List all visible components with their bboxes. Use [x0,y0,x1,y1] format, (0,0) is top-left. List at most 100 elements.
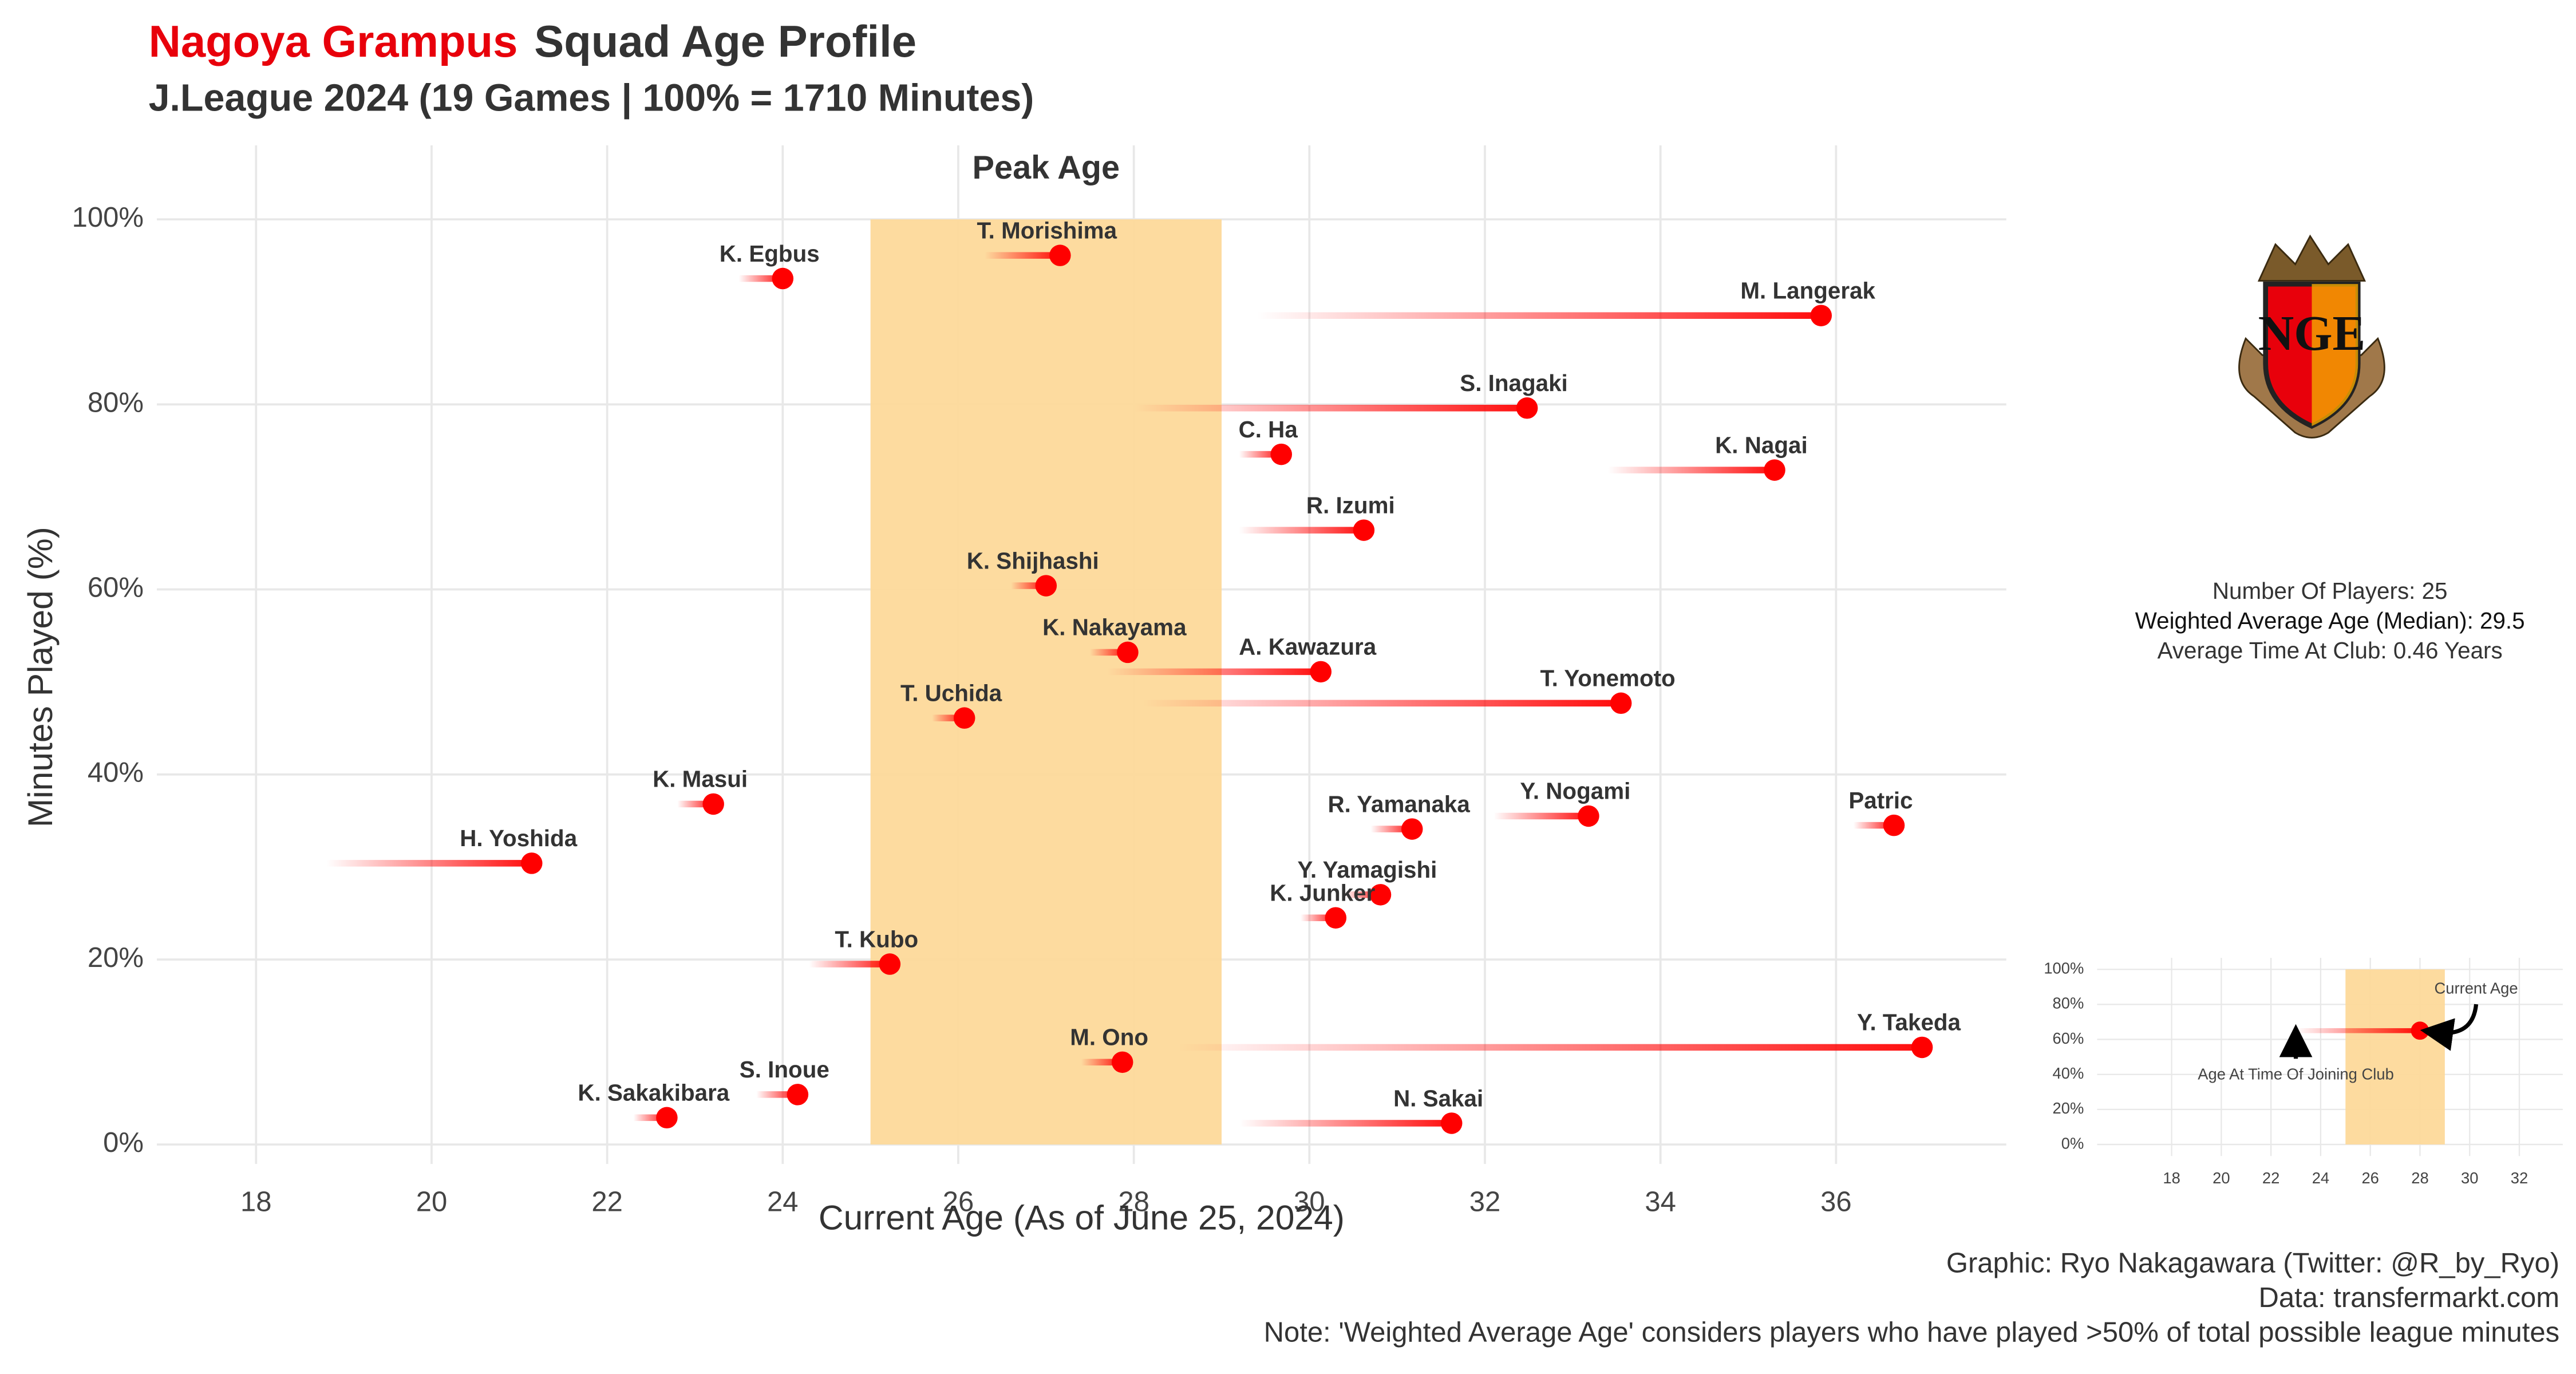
player-label: S. Inagaki [1460,370,1568,396]
tenure-tail [1239,451,1282,458]
band-label: Peak Age [973,149,1120,186]
y-tick-label: 40% [2053,1064,2084,1082]
tenure-tail [1239,527,1364,534]
tenure-tail [1607,467,1775,473]
caption: Note: 'Weighted Average Age' considers p… [1264,1317,2560,1348]
y-tick-label: 40% [88,757,144,788]
y-tick-label: 80% [2053,994,2084,1012]
y-axis-title: Minutes Played (%) [21,527,60,827]
captions: Graphic: Ryo Nakagawara (Twitter: @R_by_… [1264,1248,2560,1348]
tenure-tail [809,961,890,968]
x-tick-label: 24 [767,1186,799,1217]
tenure-tail [677,800,714,808]
player-label: T. Yonemoto [1540,665,1675,692]
tenure-tail [738,275,783,282]
tenure-tail [1854,822,1894,829]
stat-line: Number Of Players: 25 [2212,578,2448,604]
player-point [772,267,794,290]
x-tick-label: 20 [416,1186,448,1217]
player-point [1111,1051,1133,1073]
x-tick-label: 18 [2163,1169,2180,1187]
y-tick-label: 80% [88,387,144,418]
x-tick-label: 30 [2461,1169,2478,1187]
stats: Number Of Players: 25 Weighted Average Ag… [2135,578,2525,664]
player-label: K. Masui [653,766,748,792]
player-point [1810,305,1832,326]
x-tick-label: 26 [943,1186,974,1217]
player-point [1764,459,1785,481]
player-label: Y. Yamagishi [1298,856,1437,883]
player-label: Patric [1848,787,1913,814]
tenure-tail [1239,1120,1452,1127]
tenure-tail [1081,1059,1123,1066]
player-point [656,1107,678,1129]
logo-half [2312,284,2358,427]
tenure-tail [1010,582,1046,589]
tenure-tail [1178,1044,1922,1051]
player-point [1049,244,1071,266]
player-label: Y. Nogami [1520,778,1630,804]
player-label: K. Nakayama [1042,614,1187,641]
player-point [1353,519,1375,541]
title-team: Nagoya Grampus [149,15,518,66]
y-tick-label: 60% [2053,1029,2084,1047]
player-label: T. Uchida [900,680,1002,706]
player-point [1117,641,1139,664]
tenure-tail [756,1091,798,1098]
tenure-tail [1133,405,1527,412]
x-tick-label: 22 [2262,1169,2279,1187]
player-point [521,852,543,874]
tenure-tail [1257,312,1822,319]
y-tick-label: 60% [88,572,144,603]
x-tick-label: 34 [1645,1186,1676,1217]
player-point [1578,805,1599,827]
player-label: K. Sakakibara [578,1080,729,1106]
player-point [1401,818,1423,840]
tenure-tail [1494,812,1589,820]
peak-band [2345,969,2445,1145]
caption: Data: transfermarkt.com [2258,1282,2559,1313]
y-tick-label: 100% [2044,959,2084,977]
tenure-tail [2296,1028,2420,1033]
player-point [953,707,975,729]
x-tick-label: 22 [591,1186,623,1217]
x-tick-label: 18 [240,1186,272,1217]
logo-letters: NGE [2258,306,2365,361]
x-tick-label: 28 [1118,1186,1149,1217]
title: Nagoya Grampus Squad Age Profile [149,15,916,66]
player-point [2411,1021,2429,1040]
player-label: H. Yoshida [460,825,577,851]
player-label: K. Egbus [720,240,820,267]
player-point [1516,397,1538,419]
x-tick-label: 20 [2212,1169,2230,1187]
tenure-tail [1344,891,1381,898]
player-label: R. Yamanaka [1327,791,1470,817]
tenure-tail [984,252,1060,259]
subtitle: J.League 2024 (19 Games | 100% = 1710 Mi… [149,77,1034,120]
y-tick-label: 100% [72,202,144,233]
player-point [1369,884,1392,906]
tenure-tail [1089,649,1128,656]
stat-line: Weighted Average Age (Median): 29.5 [2135,607,2525,634]
player-label: K. Junker [1270,880,1375,906]
player-label: K. Nagai [1715,432,1808,458]
x-tick-label: 24 [2312,1169,2329,1187]
tenure-tail [931,714,965,721]
y-tick-label: 20% [2053,1099,2084,1117]
player-label: N. Sakai [1393,1085,1483,1111]
player-label: Y. Takeda [1857,1009,1961,1036]
player-point [1911,1036,1933,1059]
player-point [702,793,724,815]
stat-line: Average Time At Club: 0.46 Years [2158,637,2503,664]
x-tick-label: 26 [2361,1169,2379,1187]
caption: Graphic: Ryo Nakagawara (Twitter: @R_by_… [1946,1248,2559,1279]
inset-plot: 0% 20% 40% 60% 80% 100% 18 20 22 24 26 28 30 32 Curren… [2044,958,2563,1187]
player-point [1610,692,1632,714]
y-tick-label: 0% [2061,1134,2084,1152]
x-tick-label: 30 [1294,1186,1325,1217]
x-tick-label: 36 [1820,1186,1852,1217]
annotation-arrow [2420,1004,2479,1051]
player-label: K. Shijhashi [967,547,1099,574]
